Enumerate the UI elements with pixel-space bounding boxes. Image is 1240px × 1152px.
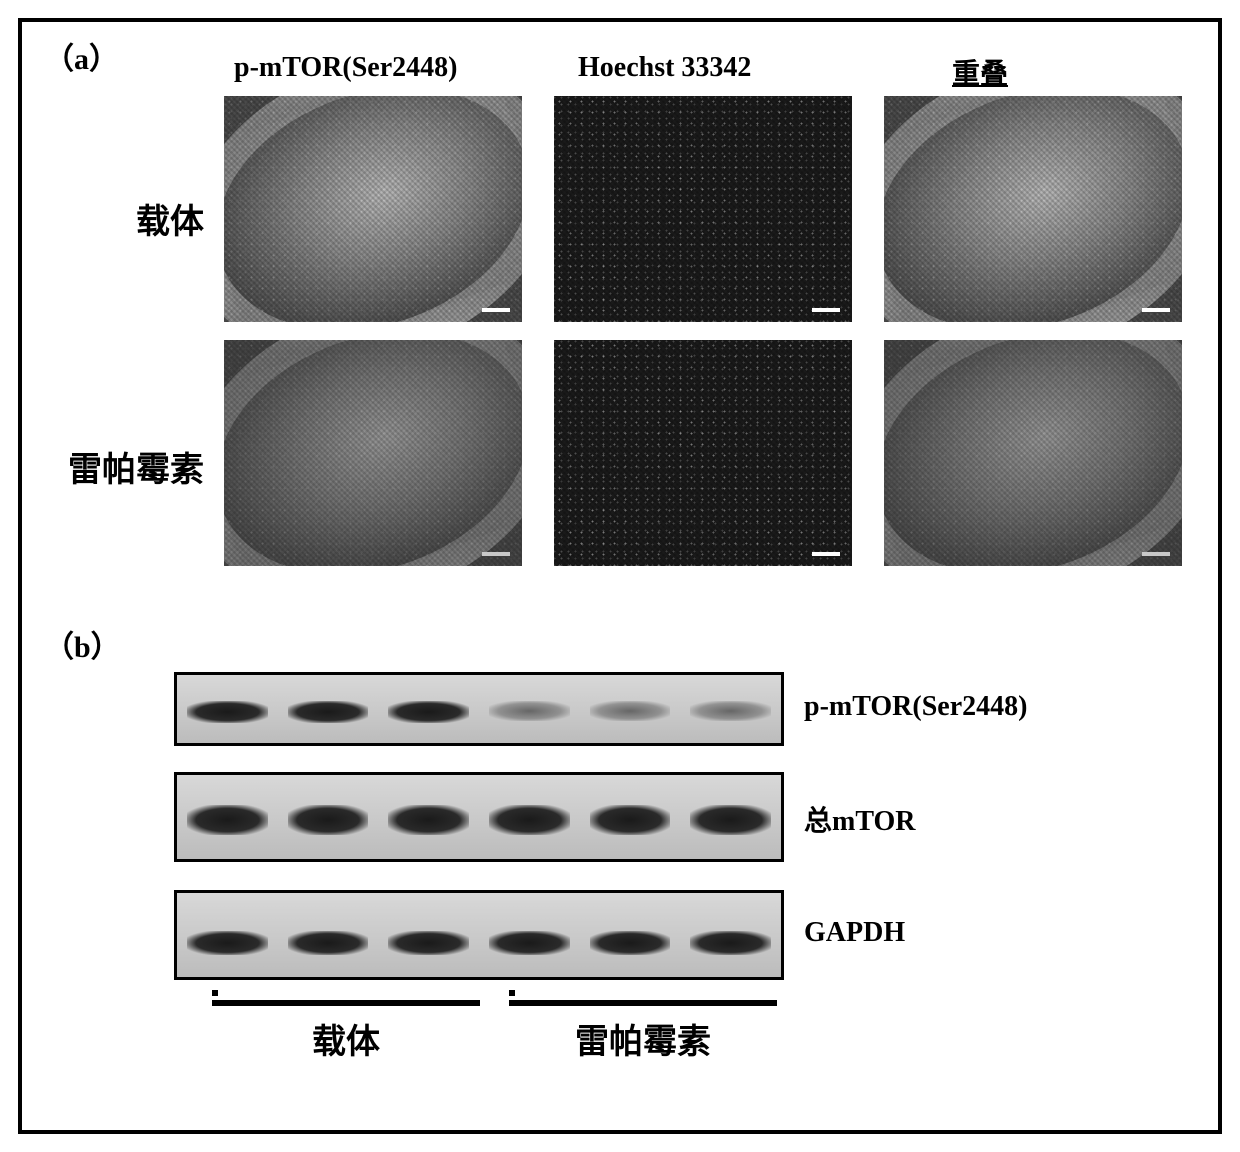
- band: [690, 931, 771, 955]
- scalebar: [812, 552, 840, 556]
- scalebar: [1142, 308, 1170, 312]
- lane-0: [177, 893, 278, 977]
- band: [288, 931, 369, 955]
- lane-0: [177, 675, 278, 743]
- lane-2: [378, 893, 479, 977]
- micrograph-r0-c2: [884, 96, 1182, 322]
- blot-label-0: p-mTOR(Ser2448): [804, 691, 1027, 723]
- micrograph-r0-c1: [554, 96, 852, 322]
- band: [489, 931, 570, 955]
- lane-4: [580, 893, 681, 977]
- western-blot-1: [174, 772, 784, 862]
- band: [590, 805, 671, 835]
- col-header-0: p-mTOR(Ser2448): [234, 52, 457, 84]
- row-label-0: 载体: [44, 194, 204, 243]
- row-label-1: 雷帕霉素: [44, 442, 204, 491]
- scalebar: [1142, 552, 1170, 556]
- band: [288, 805, 369, 835]
- micrograph-r1-c1: [554, 340, 852, 566]
- col-header-2: 重叠: [952, 52, 1008, 92]
- band: [690, 805, 771, 835]
- western-blot-0: [174, 672, 784, 746]
- scalebar: [482, 552, 510, 556]
- lane-2: [378, 775, 479, 859]
- lane-5: [680, 893, 781, 977]
- panel-b-label: （b）: [44, 622, 121, 666]
- col-header-1: Hoechst 33342: [578, 52, 751, 84]
- band: [187, 931, 268, 955]
- figure-frame: （a） p-mTOR(Ser2448) Hoechst 33342 重叠 载体 …: [18, 18, 1222, 1134]
- lane-3: [479, 893, 580, 977]
- group-bracket-0: [212, 1000, 480, 1006]
- micrograph-r0-c0: [224, 96, 522, 322]
- lane-1: [278, 675, 379, 743]
- lane-4: [580, 675, 681, 743]
- group-bracket-1: [509, 1000, 777, 1006]
- band: [590, 931, 671, 955]
- lane-0: [177, 775, 278, 859]
- band: [187, 701, 268, 723]
- lane-5: [680, 675, 781, 743]
- blot-label-1: 总mTOR: [804, 799, 916, 839]
- panel-a-label: （a）: [44, 34, 119, 78]
- lane-4: [580, 775, 681, 859]
- blot-label-2: GAPDH: [804, 917, 905, 949]
- western-blot-2: [174, 890, 784, 980]
- band: [388, 701, 469, 723]
- band: [187, 805, 268, 835]
- band: [489, 701, 570, 721]
- lane-1: [278, 893, 379, 977]
- micrograph-r1-c0: [224, 340, 522, 566]
- band: [590, 701, 671, 721]
- group-label-1: 雷帕霉素: [509, 1014, 777, 1063]
- lane-3: [479, 675, 580, 743]
- group-label-0: 载体: [212, 1014, 480, 1063]
- micrograph-r1-c2: [884, 340, 1182, 566]
- scalebar: [482, 308, 510, 312]
- scalebar: [812, 308, 840, 312]
- lane-5: [680, 775, 781, 859]
- band: [489, 805, 570, 835]
- band: [388, 805, 469, 835]
- lane-2: [378, 675, 479, 743]
- band: [288, 701, 369, 723]
- lane-3: [479, 775, 580, 859]
- band: [388, 931, 469, 955]
- band: [690, 701, 771, 721]
- lane-1: [278, 775, 379, 859]
